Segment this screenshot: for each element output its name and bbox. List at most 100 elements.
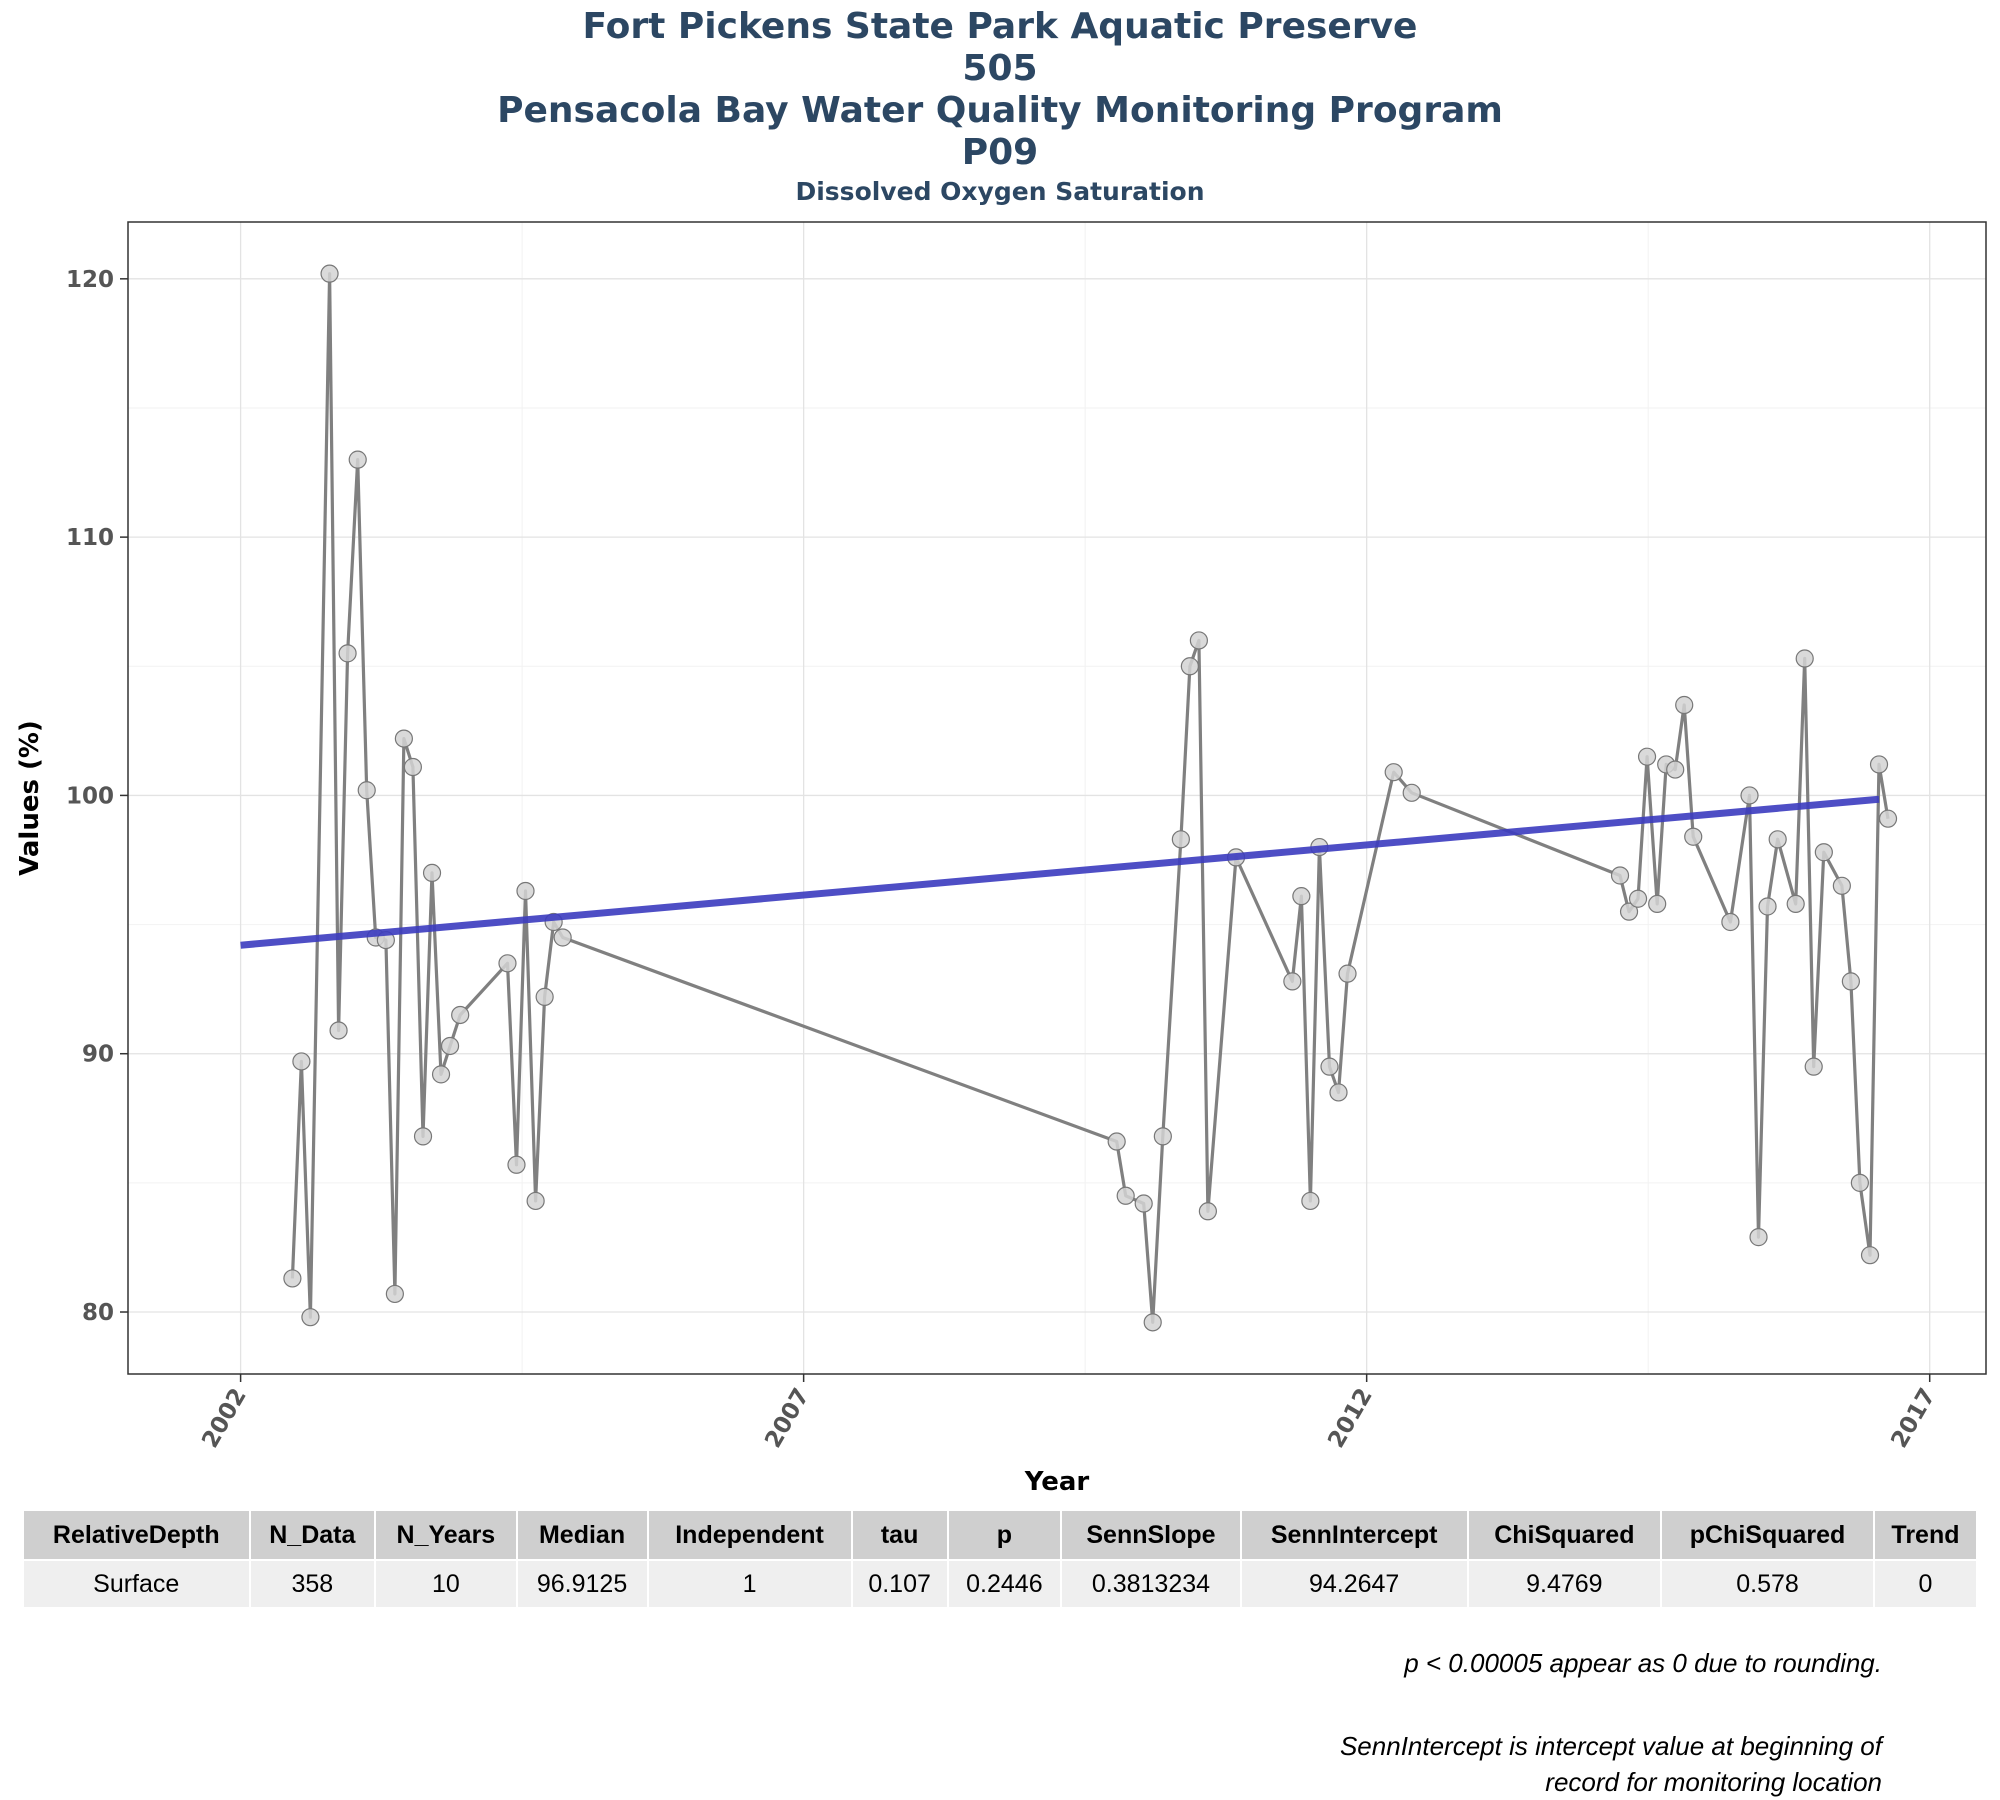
data-point [1180,657,1199,676]
table-cell: 358 [249,1559,377,1607]
data-point [1758,897,1777,916]
data-point [1684,827,1703,846]
data-point [320,264,339,283]
data-point [498,954,517,973]
data-point [413,1127,433,1146]
table-cell: 1 [647,1559,853,1607]
chart-title-line-3: Pensacola Bay Water Quality Monitoring P… [497,90,1503,131]
table-header-cell: N_Years [375,1511,518,1560]
data-point [1384,763,1403,782]
data-point [1721,912,1740,932]
table-header-cell: Trend [1873,1511,1979,1560]
y-tick-label: 110 [66,525,114,551]
data-point [1107,1132,1126,1151]
data-point [440,1036,460,1056]
plot-border [127,221,1987,1375]
data-point [1878,809,1898,828]
data-point [292,1052,311,1071]
data-point [1804,1057,1823,1076]
table-header-cell: tau [851,1511,949,1560]
table-header-cell: SennIntercept [1240,1511,1469,1560]
senn-trend-line [240,795,1880,949]
data-point [1301,1191,1320,1211]
data-point [1198,1202,1217,1221]
chart-subtitle: Dissolved Oxygen Saturation [795,177,1205,206]
table-cell: 0.2446 [947,1559,1063,1607]
data-point [553,928,572,947]
data-point [1740,786,1759,805]
table-cell: 9.4769 [1467,1559,1663,1607]
x-tick-label: 2007 [760,1384,815,1452]
y-tick-label: 120 [66,267,114,293]
table-cell: 0 [1873,1559,1979,1607]
data-point [1143,1313,1162,1332]
chart-title-line-4: P09 [961,132,1039,173]
x-tick-label: 2017 [1886,1384,1941,1452]
trend-statistics-table: RelativeDepth N_Data N_Years Median Independ… [24,1511,1979,1607]
data-point [338,644,357,663]
data-point [1619,902,1639,921]
data-point [329,1021,348,1040]
x-axis-ticks: 2002 2007 2012 2017 [197,1374,1941,1452]
intercept-note: SennIntercept is intercept value at begi… [982,1728,1882,1800]
data-point [1860,1246,1880,1265]
trend-line-group [240,795,1880,949]
chart-title-line-2: 505 [962,48,1038,89]
x-tick-label: 2002 [197,1384,252,1452]
data-point [1329,1083,1348,1102]
x-tick-label: 2012 [1323,1384,1378,1452]
y-axis-ticks: 80 90 100 110 120 [66,267,128,1326]
plot-background [128,222,1986,1374]
data-point [1795,649,1814,668]
data-point [431,1065,451,1084]
data-point [1402,783,1421,802]
intercept-note-line-2: record for monitoring location [1545,1767,1882,1797]
data-point [451,1005,470,1025]
table-header-cell: RelativeDepth [24,1511,251,1560]
data-point [1153,1127,1172,1146]
y-axis-title: Values (%) [15,720,45,876]
table-header-cell: ChiSquared [1467,1511,1663,1560]
table-row: Surface 358 10 96.9125 1 0.107 0.2446 0.3813234… [24,1559,1979,1607]
data-point [1283,972,1302,991]
data-point [1171,830,1190,849]
table-header-cell: Independent [647,1511,853,1560]
data-point [1610,866,1630,885]
data-point [301,1308,320,1327]
table-cell: 96.9125 [516,1559,649,1607]
table-header-cell: SennSlope [1061,1511,1242,1560]
data-point [507,1155,526,1174]
data-point [535,987,554,1006]
data-point [1841,972,1860,991]
intercept-note-line-1: SennIntercept is intercept value at begi… [1339,1731,1882,1761]
data-point [394,729,413,748]
data-point [1666,760,1685,779]
table-cell: 0.578 [1661,1559,1875,1607]
data-point [1116,1186,1135,1205]
table-cell: 10 [375,1559,518,1607]
rounding-note: p < 0.00005 appear as 0 due to rounding. [1404,1648,1882,1678]
data-point [1628,889,1648,908]
data-point [1814,843,1833,862]
data-point [1292,887,1311,906]
table-cell: 0.3813234 [1061,1559,1242,1607]
data-point [516,881,535,901]
table-cell: 0.107 [851,1559,949,1607]
data-point [1786,894,1805,914]
time-series-chart: 2002 2007 2012 2017 80 90 100 110 120 Year Valu… [15,221,1987,1497]
table-body: Surface 358 10 96.9125 1 0.107 0.2446 0.3813234… [24,1559,1979,1607]
table-header-cell: N_Data [249,1511,377,1560]
data-point [526,1191,545,1211]
x-axis-title: Year [1024,1467,1090,1497]
data-point [1648,894,1667,914]
data-point [385,1284,404,1304]
data-point [1134,1194,1153,1213]
table-header-cell: Median [516,1511,649,1560]
y-tick-label: 80 [82,1300,114,1326]
data-series [283,264,1898,1332]
table-header-cell: pChiSquared [1661,1511,1875,1560]
chart-titles: Fort Pickens State Park Aquatic Preserve… [0,6,2000,208]
data-point [1338,964,1357,983]
data-point [1869,755,1889,774]
data-point [1189,631,1208,650]
